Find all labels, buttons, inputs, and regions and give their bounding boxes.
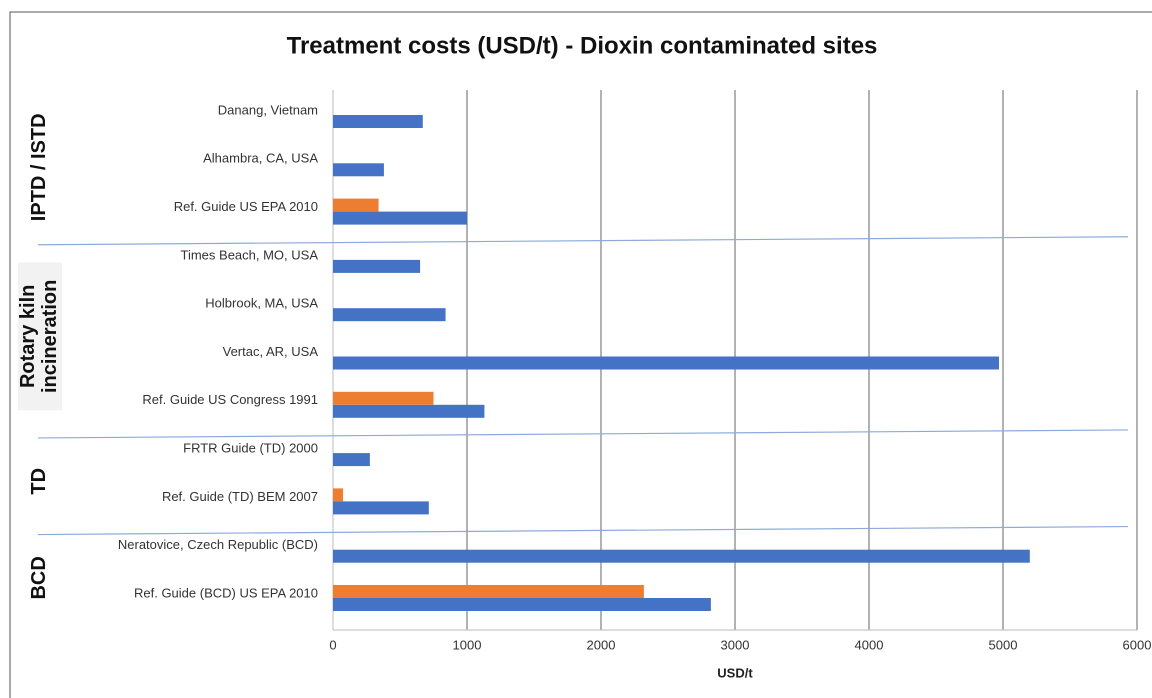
x-axis-title: USD/t [717,665,753,680]
chart-title: Treatment costs (USD/t) - Dioxin contami… [287,32,878,59]
y-tick-label: Neratovice, Czech Republic (BCD) [118,537,318,552]
y-tick-label: Ref. Guide US Congress 1991 [142,392,318,407]
group-label: IPTD / ISTD [28,113,50,221]
bar [333,501,429,515]
bar [333,585,644,598]
group-label-line: Rotary kiln [17,285,39,388]
y-tick-label: Times Beach, MO, USA [181,247,319,262]
chart-frame [9,11,1152,698]
bar [333,488,344,502]
y-tick-label: Ref. Guide US EPA 2010 [174,199,318,214]
bar [333,163,384,177]
group-label: Rotary kilnincineration [17,280,61,393]
bar [333,259,421,273]
group-separator [37,429,1129,439]
group-label: BCD [28,556,50,599]
bar [333,198,379,212]
x-tick-label: 5000 [989,637,1018,652]
x-tick-label: 2000 [587,637,616,652]
bar [333,453,370,467]
group-label-line: incineration [39,280,61,393]
x-tick-label: 1000 [453,637,482,652]
bar [333,391,434,405]
group-label-line: IPTD / ISTD [28,113,50,221]
bar [333,549,1030,563]
y-tick-label: Vertac, AR, USA [223,344,319,359]
y-tick-label: Ref. Guide (TD) BEM 2007 [162,489,318,504]
bar [333,211,467,225]
group-label: TD [28,468,50,495]
group-separator [37,525,1129,536]
group-label-bg [18,262,62,411]
x-tick-label: 4000 [855,637,884,652]
y-tick-label: Danang, Vietnam [218,102,318,117]
group-separator [37,236,1129,246]
bar [333,598,711,611]
x-tick-label: 3000 [721,637,750,652]
group-label-line: BCD [28,556,50,599]
bar [333,308,446,322]
bar [333,115,423,128]
group-label-line: TD [28,468,50,495]
bar [333,356,999,370]
bar [333,404,485,418]
y-tick-label: Holbrook, MA, USA [205,296,318,311]
x-tick-label: 6000 [1123,637,1152,652]
y-tick-label: Alhambra, CA, USA [203,151,318,166]
y-tick-label: Ref. Guide (BCD) US EPA 2010 [134,585,318,600]
x-tick-label: 0 [329,637,336,652]
y-tick-label: FRTR Guide (TD) 2000 [183,441,318,456]
